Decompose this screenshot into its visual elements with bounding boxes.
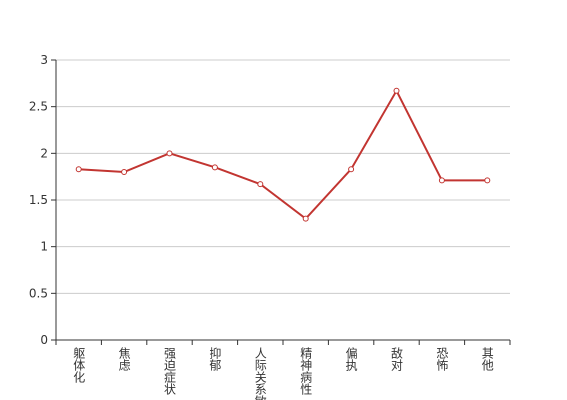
point [348,166,355,173]
point [484,177,491,184]
y-tick-label: 0 [40,333,48,347]
point [211,164,218,171]
y-tick-label: 1 [40,240,48,254]
point [438,177,445,184]
y-tick-label: 0.5 [29,286,48,300]
x-tick-label: 偏执 [344,346,358,372]
line [78,88,488,221]
y-tick-label: 2.5 [29,100,48,114]
x-tick-label: 精神病性 [299,347,313,396]
x-tick-label: 抑郁 [208,346,222,372]
x-tick-label: 其他 [480,347,494,371]
y-tick-label: 2 [40,146,48,160]
point [166,150,173,157]
point [75,166,82,173]
point [302,215,309,222]
x-tick-label: 敌对 [390,346,404,371]
point [257,181,264,188]
y-tick-label: 1.5 [29,193,48,207]
point [393,87,400,94]
y-tick-label: 3 [40,53,48,67]
x-tick-label: 人际关系敏感 [253,347,267,400]
x-tick-label: 恐怖 [435,347,449,371]
x-tick-label: 强迫症状 [163,347,177,395]
point [121,169,128,175]
x-tick-label: 焦虑 [117,347,131,371]
x-tick-label: 躯体化 [72,346,86,384]
